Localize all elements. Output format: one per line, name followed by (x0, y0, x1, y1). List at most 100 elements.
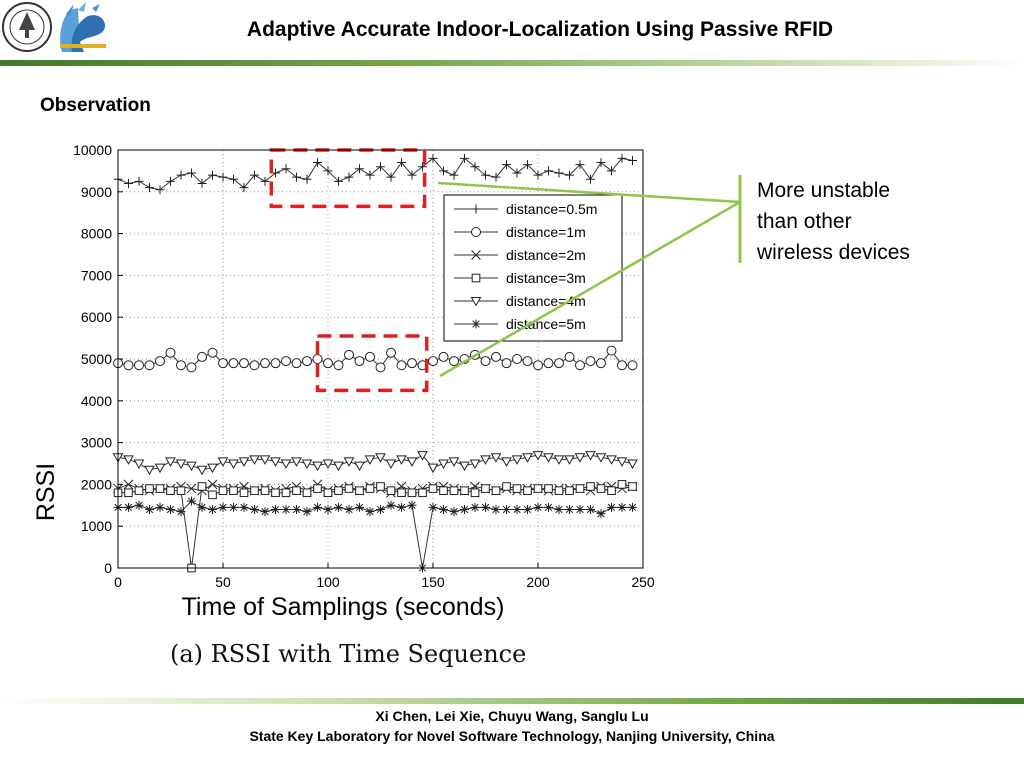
triangle-marker (196, 465, 208, 476)
chart-ticks: 0100020003000400050006000700080009000100… (73, 142, 655, 590)
triangle-marker (259, 455, 271, 465)
triangle-marker (322, 459, 334, 470)
circle-marker (302, 356, 312, 367)
star-marker (386, 500, 396, 510)
triangle-marker (627, 459, 638, 470)
x-marker (186, 483, 197, 494)
series-line (117, 157, 633, 191)
circle-marker (554, 358, 564, 369)
y-tick-label: 7000 (81, 267, 112, 283)
circle-marker (144, 360, 155, 371)
plus-marker (124, 178, 133, 188)
triangle-marker (270, 457, 281, 467)
square-marker (428, 484, 438, 493)
triangle-marker (154, 463, 166, 474)
triangle-marker (616, 457, 628, 467)
triangle-marker (144, 465, 155, 476)
square-marker (197, 482, 207, 491)
legend-label: distance=1m (506, 224, 586, 240)
header-divider (0, 60, 1024, 66)
university-logos (2, 2, 106, 52)
y-axis-label: RSSI (32, 463, 60, 521)
star-marker (239, 502, 249, 512)
square-marker (218, 486, 228, 495)
star-marker (481, 502, 490, 512)
x-marker (207, 479, 218, 490)
circle-marker (386, 347, 396, 358)
square-marker (471, 273, 481, 283)
square-marker (166, 486, 175, 495)
circle-marker (627, 360, 638, 371)
square-marker (565, 486, 574, 495)
star-marker (208, 504, 217, 514)
square-marker (596, 484, 606, 493)
circle-marker (365, 351, 375, 362)
circle-marker (344, 349, 354, 360)
circle-marker (471, 227, 481, 237)
square-marker (481, 484, 490, 493)
footer-affiliation: State Key Laboratory for Novel Software … (249, 728, 775, 744)
circle-marker (375, 362, 386, 373)
plus-marker (407, 170, 417, 180)
square-marker (302, 488, 312, 498)
plus-marker (365, 170, 375, 180)
triangle-marker (490, 453, 502, 463)
square-marker (586, 482, 595, 491)
triangle-marker (543, 453, 554, 463)
square-marker (617, 480, 627, 489)
plus-marker (208, 170, 217, 180)
star-marker (428, 502, 438, 512)
triangle-marker (553, 455, 565, 465)
star-marker (260, 507, 270, 517)
triangle-marker (354, 461, 365, 472)
star-marker (334, 502, 343, 512)
star-marker (176, 507, 186, 517)
square-marker (313, 484, 322, 493)
triangle-marker (438, 459, 449, 470)
plus-marker (449, 170, 459, 180)
circle-marker (165, 347, 176, 358)
plus-marker (544, 166, 553, 176)
circle-marker (197, 351, 207, 362)
plus-marker (250, 170, 259, 180)
series-distance-4m (112, 451, 638, 476)
plus-marker (628, 155, 637, 165)
plus-marker (323, 166, 333, 176)
circle-marker (533, 360, 543, 371)
circle-marker (575, 360, 585, 371)
circle-marker (354, 356, 365, 367)
star-marker (271, 504, 280, 514)
circle-marker (449, 356, 459, 367)
triangle-marker (364, 455, 376, 465)
triangle-marker (186, 461, 197, 472)
star-marker (575, 504, 585, 514)
logo-area (0, 0, 112, 62)
series-distance-3m (113, 480, 637, 573)
star-marker (397, 502, 406, 512)
x-tick-label: 250 (631, 574, 655, 590)
star-marker (449, 507, 459, 517)
chart-grid (118, 150, 643, 568)
y-tick-label: 8000 (81, 226, 112, 242)
circle-marker (470, 349, 480, 360)
star-marker (344, 504, 354, 514)
legend-label: distance=5m (506, 316, 586, 332)
nanjing-university-seal-logo (2, 2, 52, 52)
plus-marker (607, 166, 616, 176)
square-marker (239, 488, 249, 498)
plus-marker (239, 183, 249, 193)
circle-marker (480, 356, 491, 367)
circle-marker (428, 356, 438, 367)
square-marker (208, 490, 217, 500)
triangle-marker (585, 451, 596, 461)
plus-marker (134, 176, 144, 186)
square-marker (323, 488, 333, 498)
plus-marker (218, 172, 228, 182)
square-marker (250, 486, 259, 495)
y-tick-label: 1000 (81, 518, 112, 534)
square-marker (628, 482, 637, 491)
circle-marker (249, 360, 260, 371)
square-marker (491, 486, 501, 495)
triangle-marker (448, 457, 460, 467)
circle-marker (606, 345, 617, 356)
